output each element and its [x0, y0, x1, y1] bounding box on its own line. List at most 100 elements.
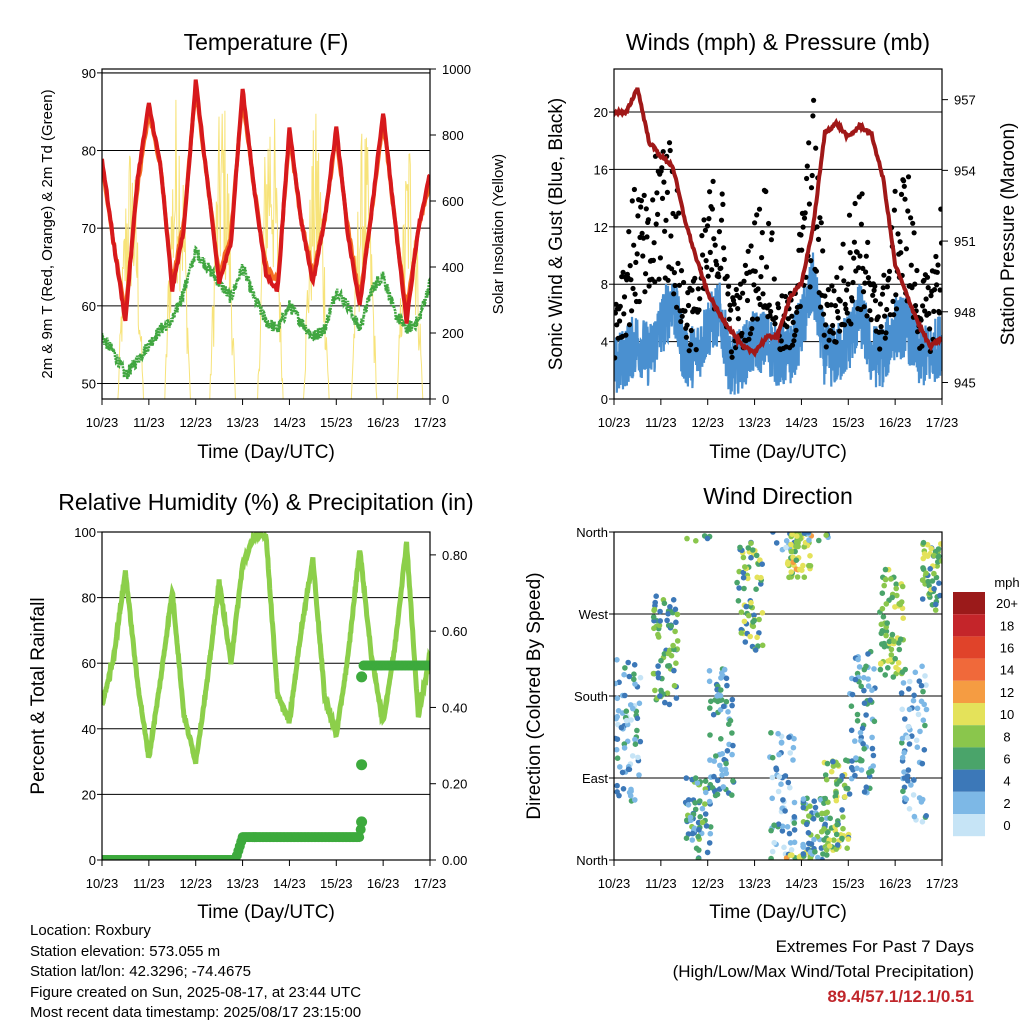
- wind-direction-point: [931, 570, 937, 577]
- wind-direction-point: [753, 586, 759, 592]
- wind-direction-point: [775, 730, 781, 737]
- gust-point: [654, 190, 660, 196]
- wind-direction-point: [740, 554, 747, 561]
- wind-direction-point: [916, 678, 923, 684]
- wind-direction-point: [920, 688, 926, 695]
- gust-point: [804, 163, 810, 169]
- wind-direction-point: [824, 760, 831, 767]
- gust-point: [834, 274, 840, 280]
- wind-direction-point: [821, 826, 827, 832]
- wind-direction-point: [697, 814, 703, 820]
- gust-point: [847, 250, 853, 256]
- gust-point: [645, 217, 652, 223]
- temperature-chart: Temperature (F) Time (Day/UTC) 2m & 9m T (…: [39, 29, 507, 463]
- gust-point: [886, 275, 892, 281]
- wind-direction-point: [932, 607, 939, 613]
- wind-direction-point: [776, 751, 782, 758]
- gust-point: [663, 217, 669, 223]
- wind-direction-point: [742, 564, 748, 570]
- wind-direction-point: [729, 730, 735, 736]
- gust-point: [681, 279, 687, 286]
- wind-direction-point: [857, 729, 864, 736]
- colorbar-title: mph: [994, 575, 1019, 590]
- wind-direction-point: [657, 618, 663, 624]
- winds-frame: [613, 68, 943, 400]
- direction-x-tick-label: 15/23: [832, 876, 865, 891]
- humidity-right-tick-label: 0.60: [442, 624, 467, 639]
- gust-point: [638, 198, 645, 204]
- wind-direction-point: [617, 764, 623, 770]
- wind-direction-point: [805, 532, 812, 535]
- gust-point: [831, 288, 837, 294]
- gust-point: [789, 313, 795, 319]
- gust-point: [905, 208, 911, 214]
- gust-point: [863, 253, 869, 259]
- wind-direction-point: [852, 676, 859, 683]
- wind-direction-point: [729, 702, 735, 709]
- wind-direction-point: [885, 665, 891, 671]
- gust-point: [660, 149, 666, 155]
- gust-point: [823, 322, 829, 328]
- wind-direction-point: [808, 841, 815, 847]
- gust-point: [778, 338, 784, 344]
- temperature-x-tick-label: 14/23: [273, 415, 306, 430]
- gust-point: [662, 228, 668, 234]
- gust-point: [704, 223, 711, 229]
- gust-point: [735, 306, 741, 312]
- wind-direction-point: [807, 553, 813, 559]
- gust-point: [861, 304, 867, 310]
- wind-direction-point: [683, 835, 690, 841]
- wind-direction-point: [685, 802, 692, 808]
- wind-direction-point: [934, 563, 940, 569]
- wind-direction-point: [848, 764, 855, 771]
- wind-direction-point: [861, 666, 868, 673]
- extremes-value: 89.4/57.1/12.1/0.51: [827, 987, 974, 1006]
- gust-point: [897, 239, 903, 245]
- gust-point: [756, 295, 762, 301]
- temperature-plot-area: [102, 79, 430, 399]
- humidity-x-tick-label: 15/23: [320, 876, 353, 891]
- gust-point: [935, 262, 941, 268]
- wind-direction-point: [886, 638, 893, 645]
- direction-y-axis-label: Direction (Colored By Speed): [524, 572, 545, 819]
- gust-point: [745, 248, 751, 254]
- gust-point: [856, 265, 862, 271]
- wind-direction-point: [848, 727, 855, 734]
- winds-plot-area: [614, 87, 942, 395]
- precip-point: [424, 660, 430, 671]
- colorbar-swatch: [953, 592, 985, 615]
- winds-x-tick-label: 14/23: [785, 415, 818, 430]
- wind-direction-point: [674, 611, 681, 618]
- wind-direction-point: [707, 757, 713, 763]
- wind-direction-point: [699, 805, 706, 812]
- wind-direction-point: [800, 562, 806, 569]
- gust-point: [772, 321, 778, 327]
- extremes-subtitle: (High/Low/Max Wind/Total Precipitation): [672, 962, 974, 981]
- wind-direction-point: [800, 851, 807, 857]
- wind-direction-point: [839, 807, 845, 813]
- wind-direction-point: [776, 774, 783, 780]
- gust-point: [614, 355, 618, 361]
- wind-direction-point: [740, 569, 747, 576]
- gust-point: [621, 311, 627, 317]
- gust-point: [936, 310, 942, 316]
- temperature-y-tick-label: 90: [82, 66, 96, 81]
- gust-point: [938, 240, 942, 246]
- wind-direction-point: [770, 532, 776, 535]
- wind-direction-point: [737, 544, 743, 551]
- gust-point: [689, 287, 695, 293]
- temperature-right-tick-label: 400: [442, 260, 464, 275]
- wind-direction-point: [904, 773, 911, 779]
- wind-direction-point: [623, 717, 630, 724]
- wind-direction-point: [845, 836, 852, 842]
- gust-point: [749, 316, 756, 322]
- gust-point: [763, 264, 770, 270]
- wind-direction-point: [933, 601, 939, 608]
- gust-point: [851, 255, 857, 261]
- humidity-x-tick-label: 11/23: [133, 876, 165, 891]
- gust-point: [749, 326, 755, 332]
- gust-point: [631, 242, 637, 248]
- wind-direction-point: [738, 630, 745, 636]
- wind-direction-point: [823, 776, 830, 783]
- wind-direction-point: [734, 579, 740, 586]
